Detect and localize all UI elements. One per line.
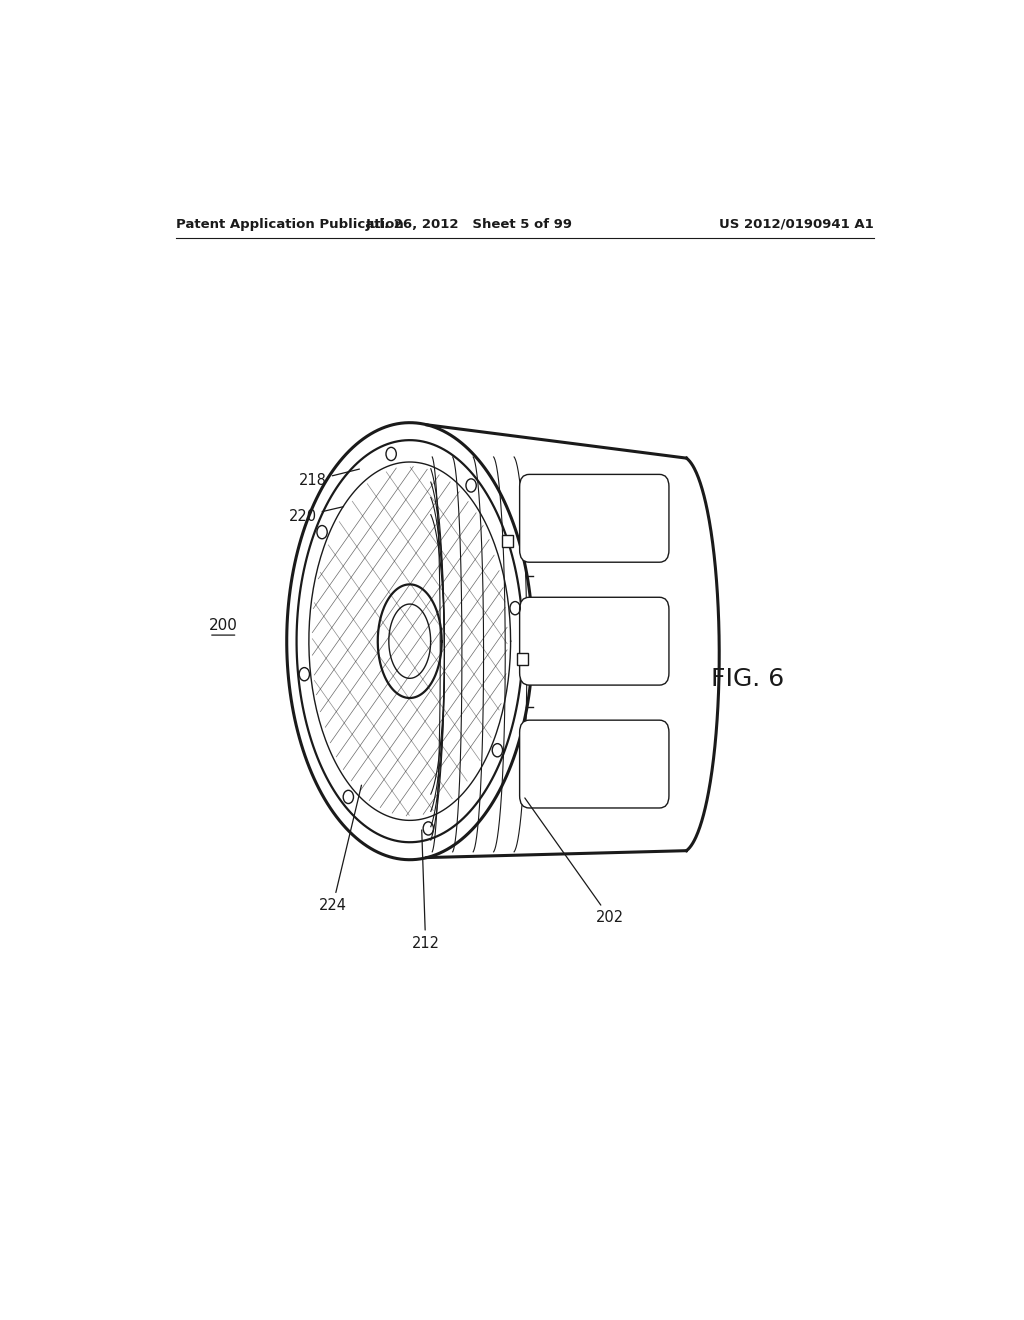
Text: 212: 212 — [412, 830, 439, 950]
Text: 220: 220 — [289, 507, 343, 524]
Text: FIG. 6: FIG. 6 — [712, 667, 784, 690]
Text: 202: 202 — [525, 799, 624, 925]
Text: 218: 218 — [299, 469, 359, 488]
Bar — [517, 652, 528, 665]
Text: Jul. 26, 2012   Sheet 5 of 99: Jul. 26, 2012 Sheet 5 of 99 — [366, 218, 572, 231]
FancyBboxPatch shape — [519, 721, 669, 808]
Text: 200: 200 — [209, 619, 238, 634]
FancyBboxPatch shape — [519, 597, 669, 685]
Bar — [502, 535, 513, 546]
Text: US 2012/0190941 A1: US 2012/0190941 A1 — [719, 218, 873, 231]
FancyBboxPatch shape — [519, 474, 669, 562]
Text: 224: 224 — [318, 785, 361, 913]
Text: Patent Application Publication: Patent Application Publication — [176, 218, 403, 231]
